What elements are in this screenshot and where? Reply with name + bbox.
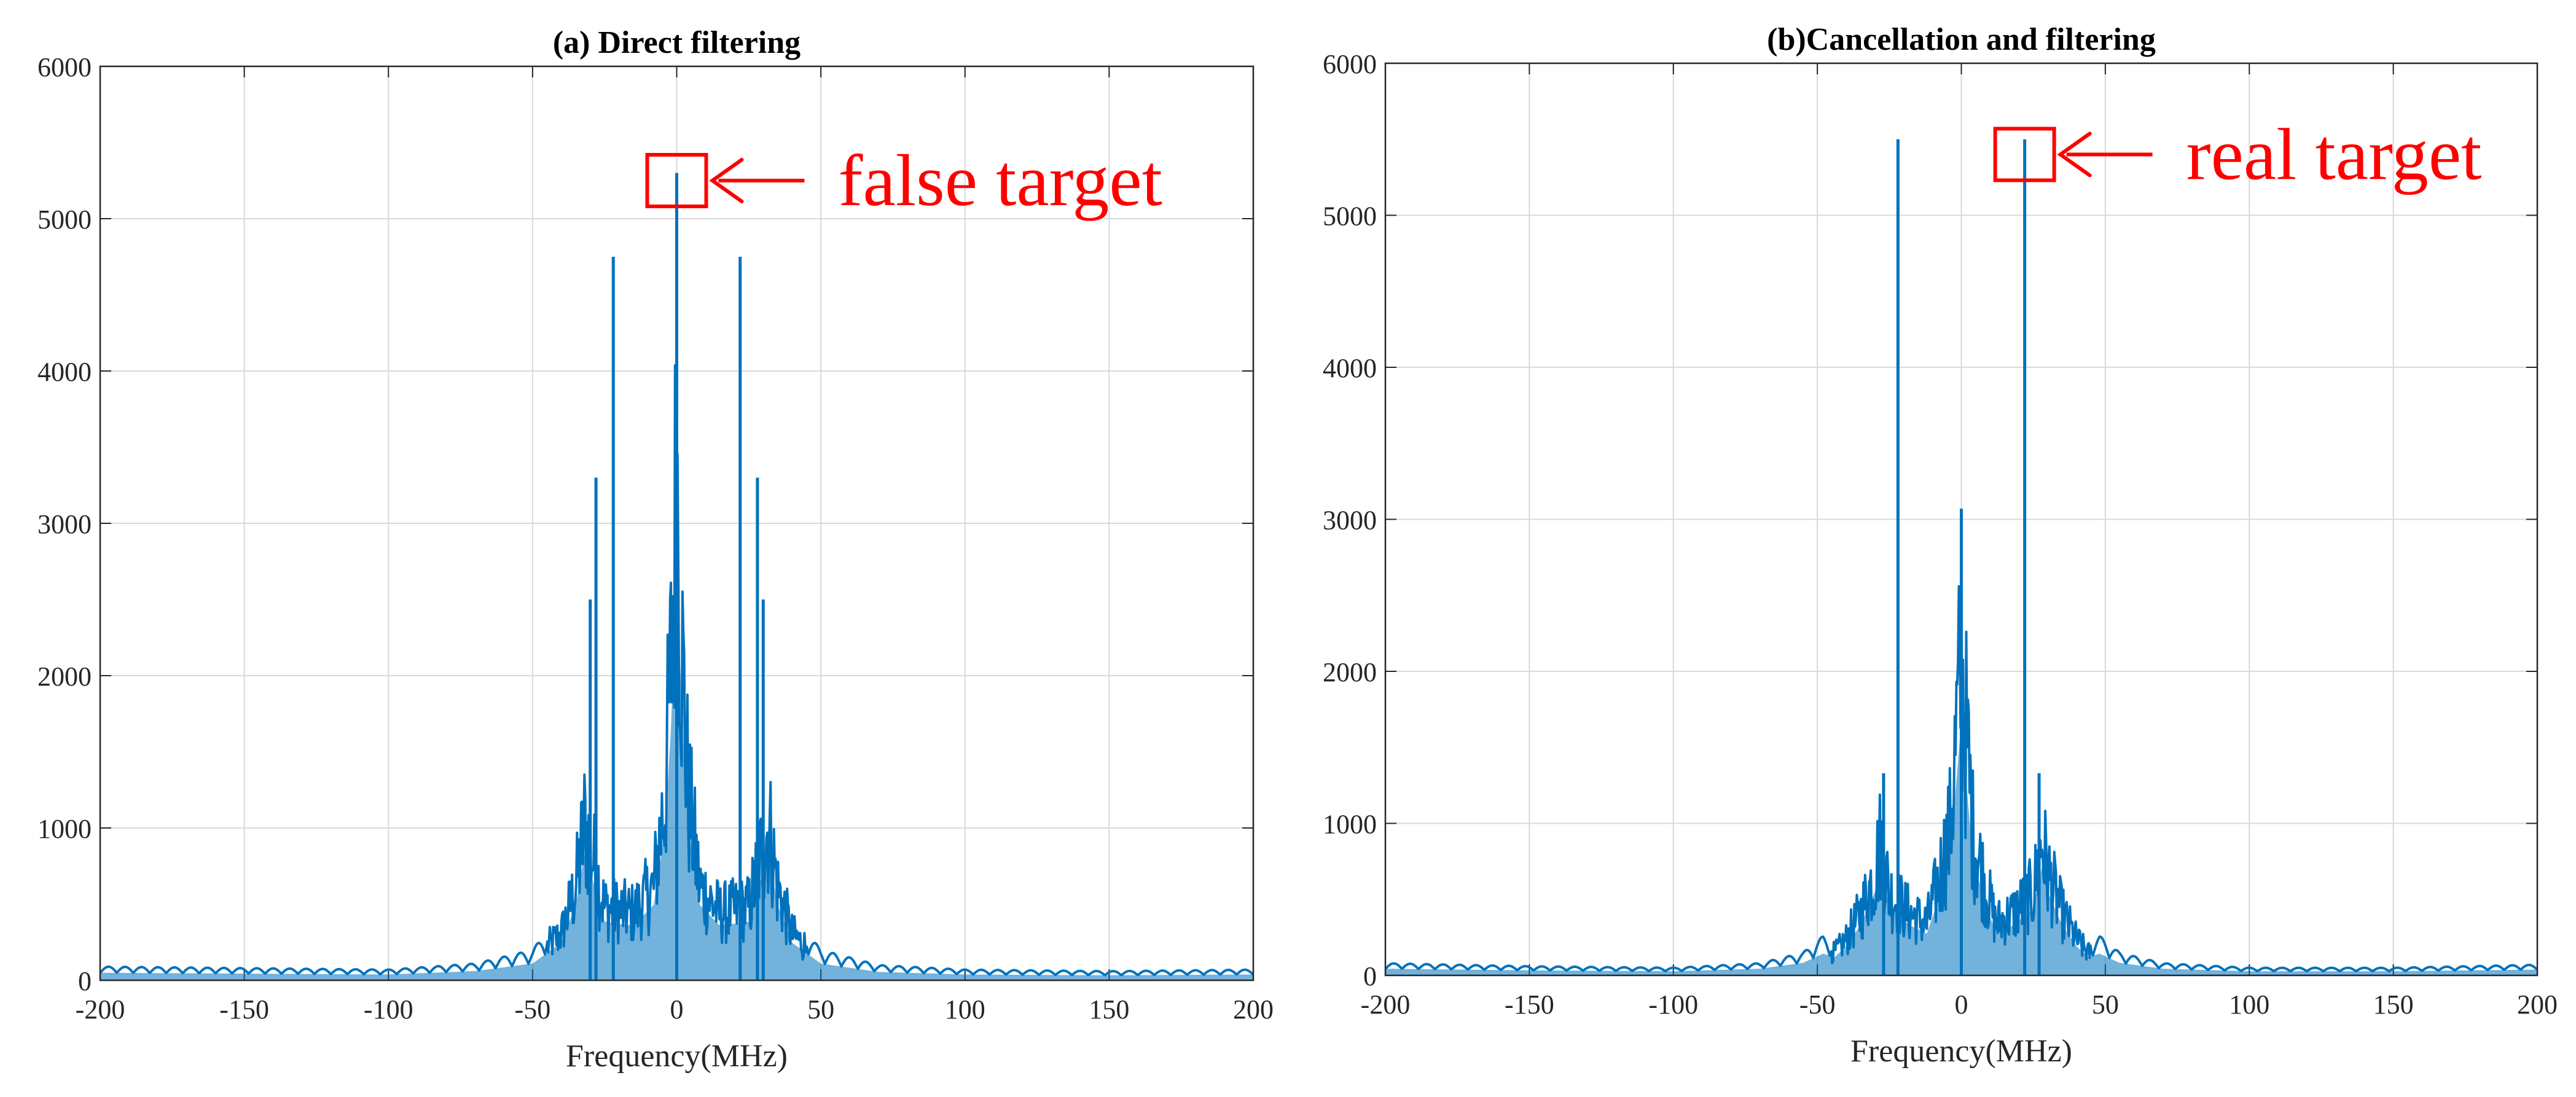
y-tick-label: 6000 bbox=[1323, 49, 1377, 79]
x-tick-label: 0 bbox=[1955, 990, 1968, 1020]
axes-frame bbox=[99, 65, 1255, 982]
y-tick-label: 0 bbox=[1363, 961, 1377, 991]
y-tick-label: 1000 bbox=[37, 814, 92, 844]
annotation-arrow-head bbox=[709, 158, 744, 203]
x-tick-label: 100 bbox=[945, 994, 985, 1025]
x-tick-label: 100 bbox=[2229, 990, 2269, 1020]
y-tick-label: 2000 bbox=[1323, 657, 1377, 687]
y-tick-label: 0 bbox=[78, 966, 92, 996]
x-tick-label: -150 bbox=[1505, 990, 1554, 1020]
y-tick-label: 3000 bbox=[37, 509, 92, 539]
x-tick-label: 200 bbox=[1233, 994, 1274, 1025]
y-tick-label: 1000 bbox=[1323, 810, 1377, 840]
x-tick-label: 150 bbox=[2373, 990, 2414, 1020]
x-tick-label: 150 bbox=[1089, 994, 1129, 1025]
x-tick-label: -100 bbox=[1648, 990, 1698, 1020]
y-tick-label: 4000 bbox=[1323, 353, 1377, 383]
y-tick-label: 6000 bbox=[37, 52, 92, 82]
annotation-label: real target bbox=[2186, 114, 2482, 195]
annotation-box bbox=[1993, 127, 2056, 182]
chart-title-cancellation-and-filtering: (b)Cancellation and filtering bbox=[1767, 22, 2156, 57]
x-tick-label: 50 bbox=[2092, 990, 2119, 1020]
x-tick-label: -100 bbox=[364, 994, 413, 1025]
annotation-label: false target bbox=[839, 139, 1163, 221]
x-axis-label: Frequency(MHz) bbox=[1850, 1034, 2072, 1069]
x-tick-label: -50 bbox=[515, 994, 551, 1025]
y-tick-label: 5000 bbox=[37, 205, 92, 235]
x-tick-label: 200 bbox=[2517, 990, 2558, 1020]
chart-panel-direct-filtering: -200 -150 -100 -50 0 50 100 150 2000100020003000… bbox=[37, 25, 1274, 1074]
axes-frame bbox=[1384, 62, 2539, 977]
chart-title-direct-filtering: (a) Direct filtering bbox=[553, 25, 801, 60]
chart-panel-cancellation-and-filtering: -200 -150 -100 -50 0 50 100 150 2000100020003000… bbox=[1323, 22, 2558, 1069]
y-tick-label: 5000 bbox=[1323, 201, 1377, 232]
x-tick-label: 0 bbox=[670, 994, 684, 1025]
x-tick-label: -150 bbox=[219, 994, 269, 1025]
y-tick-label: 2000 bbox=[37, 662, 92, 692]
x-axis-label: Frequency(MHz) bbox=[566, 1039, 788, 1074]
x-tick-label: -200 bbox=[1361, 990, 1411, 1020]
x-tick-label: -50 bbox=[1799, 990, 1836, 1020]
x-tick-label: 50 bbox=[807, 994, 834, 1025]
y-tick-label: 3000 bbox=[1323, 506, 1377, 536]
annotation-arrow-head bbox=[2057, 131, 2092, 178]
annotation-box bbox=[645, 153, 708, 208]
x-tick-label: -200 bbox=[76, 994, 125, 1025]
y-tick-label: 4000 bbox=[37, 357, 92, 387]
